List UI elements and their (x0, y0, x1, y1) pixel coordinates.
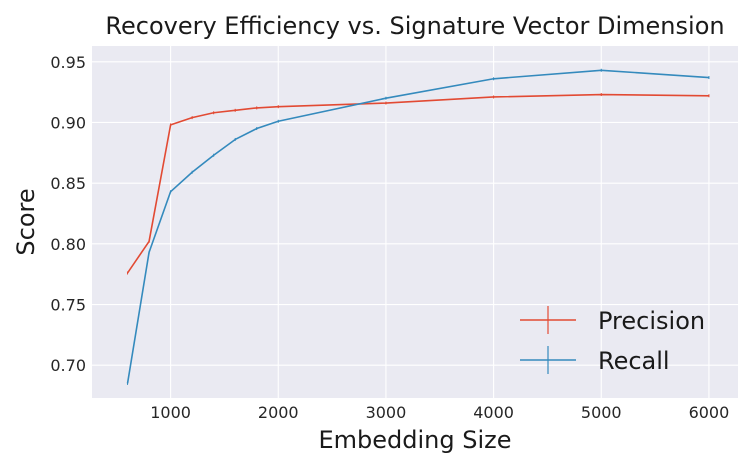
x-axis-label: Embedding Size (318, 426, 511, 454)
series-line-precision (126, 93, 709, 274)
legend-entry-precision: Precision (520, 306, 705, 335)
x-tick-label: 1000 (150, 403, 191, 422)
y-tick-label: 0.95 (50, 53, 86, 72)
x-tick-label: 4000 (473, 403, 514, 422)
series-line-recall (126, 69, 709, 384)
y-tick-label: 0.80 (50, 235, 86, 254)
y-tick-label: 0.70 (50, 356, 86, 375)
series-layer (126, 68, 710, 385)
plot-background (92, 46, 738, 398)
y-axis-label: Score (12, 188, 40, 255)
grid-lines (92, 46, 738, 398)
legend-label-precision: Precision (598, 307, 705, 335)
y-axis-ticks: 0.70 0.75 0.80 0.85 0.90 0.95 (50, 53, 86, 375)
x-tick-label: 3000 (366, 403, 407, 422)
y-tick-label: 0.75 (50, 296, 86, 315)
legend: Precision Recall (520, 306, 705, 375)
legend-label-recall: Recall (598, 347, 670, 375)
chart-title: Recovery Efficiency vs. Signature Vector… (105, 12, 724, 40)
x-tick-label: 6000 (689, 403, 730, 422)
x-tick-label: 5000 (581, 403, 622, 422)
x-tick-label: 2000 (258, 403, 299, 422)
x-axis-ticks: 1000 2000 3000 4000 5000 6000 (150, 403, 729, 422)
y-tick-label: 0.90 (50, 113, 86, 132)
y-tick-label: 0.85 (50, 174, 86, 193)
legend-entry-recall: Recall (520, 346, 670, 375)
